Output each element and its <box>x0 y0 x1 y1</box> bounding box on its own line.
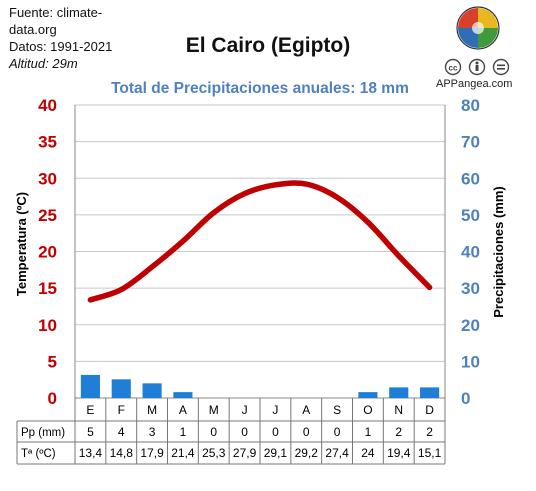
table-cell-0-7: 0 <box>303 425 310 439</box>
right-tick-40: 40 <box>461 243 480 262</box>
grid-lines <box>74 104 446 399</box>
table-cell-1-5: 27,9 <box>233 446 257 460</box>
cc-license-icons: cc <box>444 58 510 76</box>
month-label-1: F <box>118 403 125 417</box>
month-label-0: E <box>86 403 94 417</box>
chart-title: El Cairo (Egipto) <box>185 34 351 57</box>
right-tick-0: 0 <box>461 389 470 408</box>
month-label-3: A <box>179 403 187 417</box>
right-tick-30: 30 <box>461 279 480 298</box>
puzzle-globe-logo-icon <box>456 6 500 50</box>
left-tick-25: 25 <box>38 206 57 225</box>
month-label-9: O <box>363 403 372 417</box>
month-label-6: J <box>272 403 278 417</box>
table-cell-1-4: 25,3 <box>202 446 226 460</box>
table-cell-0-4: 0 <box>210 425 217 439</box>
right-tick-20: 20 <box>461 316 480 335</box>
precip-bars <box>80 374 440 398</box>
table-cell-0-6: 0 <box>272 425 279 439</box>
right-tick-70: 70 <box>461 133 480 152</box>
month-label-5: J <box>242 403 248 417</box>
table-cell-0-3: 1 <box>180 425 187 439</box>
table-cell-1-1: 14,8 <box>110 446 134 460</box>
left-tick-20: 20 <box>38 243 57 262</box>
bar-F-1 <box>111 379 131 398</box>
left-tick-35: 35 <box>38 133 57 152</box>
table-cell-0-9: 1 <box>365 425 372 439</box>
table-cell-0-10: 2 <box>395 425 402 439</box>
right-tick-10: 10 <box>461 352 480 371</box>
table-cell-1-2: 17,9 <box>140 446 164 460</box>
table-cell-1-3: 21,4 <box>171 446 195 460</box>
svg-text:cc: cc <box>449 64 458 73</box>
temperature-line <box>87 180 433 303</box>
table-row-label-0: Pp (mm) <box>21 427 65 439</box>
table-cell-1-10: 19,4 <box>387 446 411 460</box>
table-cell-0-5: 0 <box>241 425 248 439</box>
table-cell-0-11: 2 <box>426 425 433 439</box>
bar-O-9 <box>358 392 378 398</box>
left-tick-15: 15 <box>38 279 57 298</box>
left-tick-5: 5 <box>48 352 57 371</box>
table-cell-0-1: 4 <box>118 425 125 439</box>
left-tick-10: 10 <box>38 316 57 335</box>
month-label-2: M <box>147 403 157 417</box>
bar-A-3 <box>173 392 193 398</box>
table-row-label-1: Tª (ºC) <box>21 448 56 460</box>
bar-M-2 <box>142 383 162 398</box>
bar-E-0 <box>80 374 100 398</box>
month-label-11: D <box>425 403 434 417</box>
month-label-7: A <box>302 403 310 417</box>
table-cell-1-6: 29,1 <box>264 446 288 460</box>
left-tick-30: 30 <box>38 169 57 188</box>
table-cell-1-0: 13,4 <box>79 446 103 460</box>
table-cell-1-9: 24 <box>361 446 375 460</box>
data-table: E F M A M J J A S O N D Pp (mm) 5 4 3 1 0 0 0 0 0 1 2 2 Tª (ºC) 13… <box>16 398 446 465</box>
table-cell-0-2: 3 <box>149 425 156 439</box>
month-label-8: S <box>333 403 341 417</box>
right-tick-80: 80 <box>461 96 480 115</box>
right-axis-ticks: 0 10 20 30 40 50 60 70 80 <box>461 96 480 408</box>
source-line-1: Fuente: climate- <box>9 5 103 20</box>
left-tick-0: 0 <box>48 389 57 408</box>
table-cell-0-0: 5 <box>87 425 94 439</box>
left-axis-label: Temperatura (ºC) <box>14 192 29 296</box>
chart-subtitle: Total de Precipitaciones anuales: 18 mm <box>111 80 409 97</box>
right-tick-50: 50 <box>461 206 480 225</box>
source-dates: Datos: 1991-2021 <box>9 39 113 54</box>
month-label-4: M <box>209 403 219 417</box>
brand-name: APPangea.com <box>436 78 513 90</box>
source-line-2: data.org <box>9 22 57 37</box>
right-axis-label: Precipitaciones (mm) <box>491 186 506 318</box>
bar-N-10 <box>389 387 409 398</box>
table-cell-1-8: 27,4 <box>325 446 349 460</box>
table-cell-1-11: 15,1 <box>418 446 442 460</box>
table-cell-0-8: 0 <box>334 425 341 439</box>
left-axis-ticks: 0 5 10 15 20 25 30 35 40 <box>38 96 57 408</box>
table-cell-1-7: 29,2 <box>295 446 319 460</box>
bar-D-11 <box>420 387 440 398</box>
right-tick-60: 60 <box>461 169 480 188</box>
left-tick-40: 40 <box>38 96 57 115</box>
source-altitude: Altitud: 29m <box>9 56 78 71</box>
month-label-10: N <box>394 403 403 417</box>
